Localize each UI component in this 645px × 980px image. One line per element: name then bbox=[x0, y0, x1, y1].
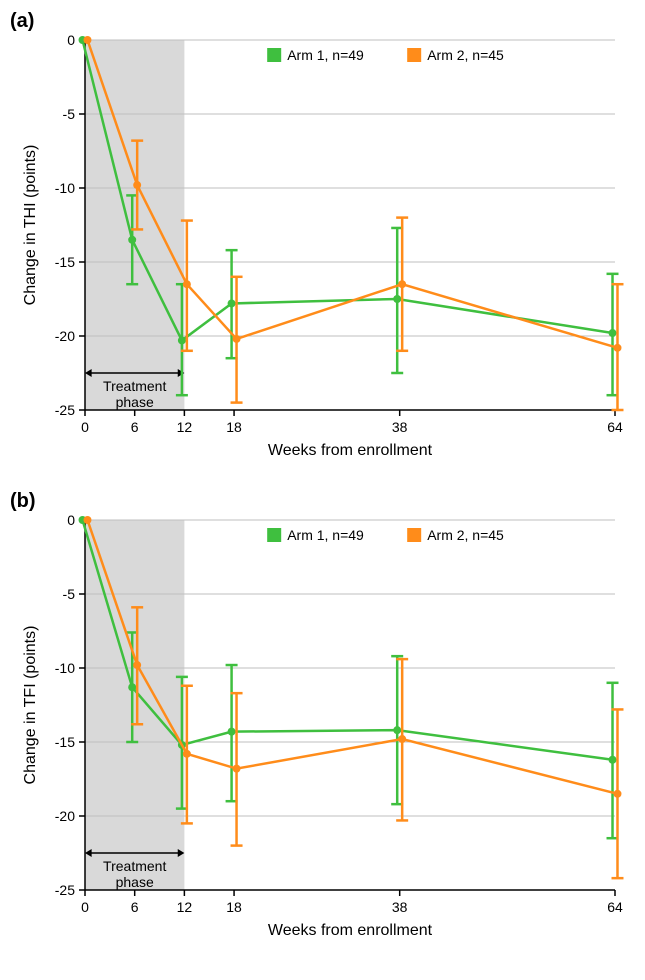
y-tick-label: -5 bbox=[63, 106, 76, 122]
y-tick-label: -20 bbox=[55, 328, 75, 344]
y-tick-label: 0 bbox=[67, 32, 75, 48]
series-marker bbox=[398, 735, 406, 743]
series-marker bbox=[183, 280, 191, 288]
x-tick-label: 6 bbox=[131, 419, 139, 435]
y-tick-label: -5 bbox=[63, 586, 76, 602]
series-marker bbox=[178, 336, 186, 344]
treatment-label: Treatment bbox=[103, 378, 166, 394]
series-marker bbox=[128, 683, 136, 691]
series-marker bbox=[228, 299, 236, 307]
series-marker bbox=[393, 295, 401, 303]
x-tick-label: 12 bbox=[177, 419, 193, 435]
series-marker bbox=[128, 236, 136, 244]
treatment-label: phase bbox=[116, 394, 154, 410]
chart-panel: (a) -25 -20 -15 -10 -5 0 0 6 12 18 38 64 Weeks from e… bbox=[10, 10, 645, 470]
legend-label: Arm 2, n=45 bbox=[427, 527, 504, 543]
x-axis-label: Weeks from enrollment bbox=[268, 442, 433, 459]
x-tick-label: 18 bbox=[226, 419, 242, 435]
legend-swatch bbox=[267, 48, 281, 62]
series-marker bbox=[613, 344, 621, 352]
y-tick-label: -15 bbox=[55, 734, 75, 750]
x-tick-label: 12 bbox=[177, 899, 193, 915]
x-tick-label: 6 bbox=[131, 899, 139, 915]
series-marker bbox=[393, 726, 401, 734]
x-tick-label: 0 bbox=[81, 419, 89, 435]
series-marker bbox=[133, 181, 141, 189]
treatment-label: Treatment bbox=[103, 858, 166, 874]
series-marker bbox=[609, 756, 617, 764]
series-marker bbox=[398, 280, 406, 288]
y-tick-label: -25 bbox=[55, 882, 75, 898]
x-tick-label: 64 bbox=[607, 419, 623, 435]
x-axis-label: Weeks from enrollment bbox=[268, 922, 433, 939]
y-axis-label: Change in TFI (points) bbox=[22, 626, 39, 785]
legend-label: Arm 1, n=49 bbox=[287, 47, 364, 63]
legend-label: Arm 1, n=49 bbox=[287, 527, 364, 543]
legend-label: Arm 2, n=45 bbox=[427, 47, 504, 63]
x-tick-label: 18 bbox=[226, 899, 242, 915]
y-tick-label: -10 bbox=[55, 660, 75, 676]
legend-swatch bbox=[407, 48, 421, 62]
chart-panel: (b) -25 -20 -15 -10 -5 0 0 6 12 18 38 64 Weeks from e… bbox=[10, 490, 645, 950]
panel-label: (b) bbox=[10, 490, 36, 513]
treatment-phase-shade bbox=[85, 40, 184, 410]
series-marker bbox=[83, 36, 91, 44]
x-tick-label: 38 bbox=[392, 899, 408, 915]
series-marker bbox=[83, 516, 91, 524]
y-tick-label: -25 bbox=[55, 402, 75, 418]
series-marker bbox=[609, 329, 617, 337]
legend-swatch bbox=[267, 528, 281, 542]
series-marker bbox=[183, 750, 191, 758]
y-tick-label: -10 bbox=[55, 180, 75, 196]
panel-label: (a) bbox=[10, 10, 34, 33]
y-tick-label: -20 bbox=[55, 808, 75, 824]
y-tick-label: 0 bbox=[67, 512, 75, 528]
x-tick-label: 38 bbox=[392, 419, 408, 435]
y-axis-label: Change in THI (points) bbox=[22, 145, 39, 306]
y-tick-label: -15 bbox=[55, 254, 75, 270]
legend-swatch bbox=[407, 528, 421, 542]
series-marker bbox=[228, 728, 236, 736]
series-marker bbox=[233, 335, 241, 343]
series-marker bbox=[133, 661, 141, 669]
series-marker bbox=[613, 790, 621, 798]
treatment-label: phase bbox=[116, 874, 154, 890]
x-tick-label: 0 bbox=[81, 899, 89, 915]
series-marker bbox=[233, 765, 241, 773]
x-tick-label: 64 bbox=[607, 899, 623, 915]
